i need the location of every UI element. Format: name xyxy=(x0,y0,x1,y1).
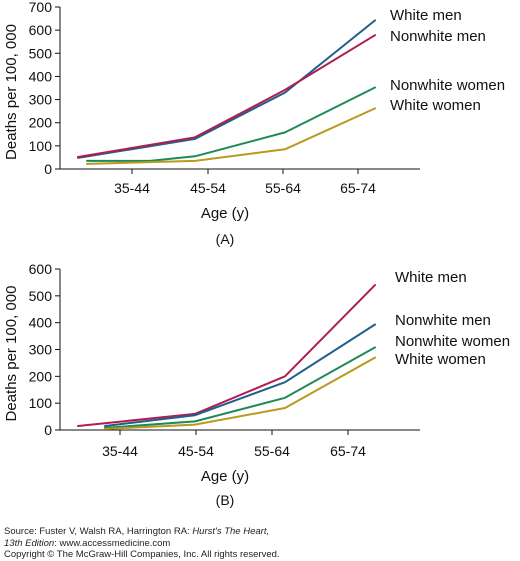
panel-b-series-label-nonwhite-men: Nonwhite men xyxy=(395,312,491,329)
panel-a-series-line-nonwhite-men xyxy=(77,34,376,158)
panel-b-y-tick-label: 100 xyxy=(29,395,53,411)
panel-b-series-line-nonwhite-women xyxy=(104,346,376,429)
panel-a-y-tick-label: 400 xyxy=(29,68,53,84)
edition-line: 13th Edition: www.accessmedicine.com xyxy=(4,538,280,550)
panel-a-series-label-nonwhite-women: Nonwhite women xyxy=(390,77,505,94)
panel-a-series-line-white-women xyxy=(86,107,376,165)
panel-b-x-axis-title: Age (y) xyxy=(201,468,249,485)
source-title: Hurst's The Heart, xyxy=(192,526,270,537)
source-site: : www.accessmedicine.com xyxy=(54,537,171,549)
panel-b-series-label-white-men: White men xyxy=(395,269,467,286)
panel-a-y-tick-label: 300 xyxy=(29,92,53,108)
panel-a-x-axis-title: Age (y) xyxy=(201,205,249,222)
panel-a-y-tick-label: 500 xyxy=(29,45,53,61)
source-prefix: Source: Fuster V, Walsh RA, Harrington R… xyxy=(4,526,193,537)
panel-b-series-line-nonwhite-men xyxy=(104,323,376,427)
panel-a-series-line-white-men xyxy=(77,19,376,159)
panel-a-label: (A) xyxy=(216,231,235,247)
panel-b-y-tick-label: 200 xyxy=(29,368,53,384)
panel-b-y-tick-label: 0 xyxy=(44,422,52,438)
panel-a-y-tick-label: 600 xyxy=(29,22,53,38)
panel-a-series-line-nonwhite-women xyxy=(86,86,376,162)
panel-b-y-tick-label: 600 xyxy=(29,261,53,277)
source-footer: Source: Fuster V, Walsh RA, Harrington R… xyxy=(4,526,280,561)
panel-a-x-tick-label: 35-44 xyxy=(114,180,150,196)
panel-a-x-tick-label: 45-54 xyxy=(190,180,226,196)
panel-a-series-label-white-men: White men xyxy=(390,7,462,24)
panel-a-y-tick-label: 100 xyxy=(29,138,53,154)
panel-b-x-tick-label: 45-54 xyxy=(178,443,214,459)
copyright-line: Copyright © The McGraw-Hill Companies, I… xyxy=(4,549,280,560)
panel-b-series-line-white-men xyxy=(77,284,376,427)
panel-a-y-tick-label: 0 xyxy=(44,161,52,177)
panel-b-series-label-white-women: White women xyxy=(395,351,486,368)
panel-b-y-axis-title: Deaths per 100, 000 xyxy=(3,286,20,422)
source-edition: 13th Edition xyxy=(4,537,55,549)
panel-a-x-tick-label: 55-64 xyxy=(265,180,301,196)
panel-a-y-tick-label: 700 xyxy=(29,0,53,15)
panel-b-series-label-nonwhite-women: Nonwhite women xyxy=(395,333,510,350)
panel-b-x-tick-label: 35-44 xyxy=(102,443,138,459)
panel-b-y-tick-label: 400 xyxy=(29,315,53,331)
panel-a-y-axis-title: Deaths per 100, 000 xyxy=(3,24,20,160)
panel-a-x-tick-label: 65-74 xyxy=(340,180,376,196)
panel-b-x-tick-label: 65-74 xyxy=(330,443,366,459)
panel-b-series-line-white-women xyxy=(104,356,376,430)
panel-a-series-label-white-women: White women xyxy=(390,97,481,114)
panel-a-y-tick-label: 200 xyxy=(29,115,53,131)
panel-b-label: (B) xyxy=(216,492,235,508)
panel-b-y-tick-label: 300 xyxy=(29,342,53,358)
panel-b-y-tick-label: 500 xyxy=(29,288,53,304)
panel-b-x-tick-label: 55-64 xyxy=(254,443,290,459)
source-line: Source: Fuster V, Walsh RA, Harrington R… xyxy=(4,526,280,538)
panel-a-series-label-nonwhite-men: Nonwhite men xyxy=(390,28,486,45)
